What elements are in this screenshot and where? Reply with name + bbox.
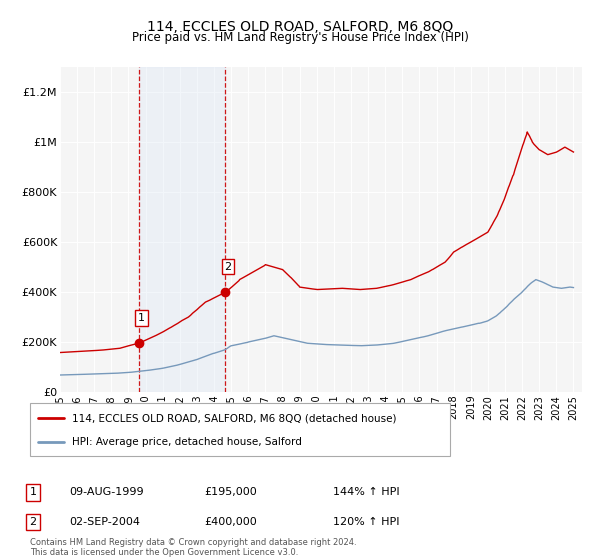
- Text: Price paid vs. HM Land Registry's House Price Index (HPI): Price paid vs. HM Land Registry's House …: [131, 31, 469, 44]
- Text: 2: 2: [29, 517, 37, 527]
- Text: 09-AUG-1999: 09-AUG-1999: [69, 487, 143, 497]
- Text: 2: 2: [224, 262, 232, 272]
- Text: 1: 1: [138, 313, 145, 323]
- Text: Contains HM Land Registry data © Crown copyright and database right 2024.
This d: Contains HM Land Registry data © Crown c…: [30, 538, 356, 557]
- Text: £400,000: £400,000: [204, 517, 257, 527]
- Text: HPI: Average price, detached house, Salford: HPI: Average price, detached house, Salf…: [72, 436, 302, 446]
- Text: £195,000: £195,000: [204, 487, 257, 497]
- FancyBboxPatch shape: [30, 403, 450, 456]
- Bar: [139, 67, 226, 392]
- Text: 144% ↑ HPI: 144% ↑ HPI: [333, 487, 400, 497]
- Text: 02-SEP-2004: 02-SEP-2004: [69, 517, 140, 527]
- Text: 120% ↑ HPI: 120% ↑ HPI: [333, 517, 400, 527]
- Text: 114, ECCLES OLD ROAD, SALFORD, M6 8QQ (detached house): 114, ECCLES OLD ROAD, SALFORD, M6 8QQ (d…: [72, 413, 397, 423]
- Text: 114, ECCLES OLD ROAD, SALFORD, M6 8QQ: 114, ECCLES OLD ROAD, SALFORD, M6 8QQ: [147, 20, 453, 34]
- Text: 1: 1: [29, 487, 37, 497]
